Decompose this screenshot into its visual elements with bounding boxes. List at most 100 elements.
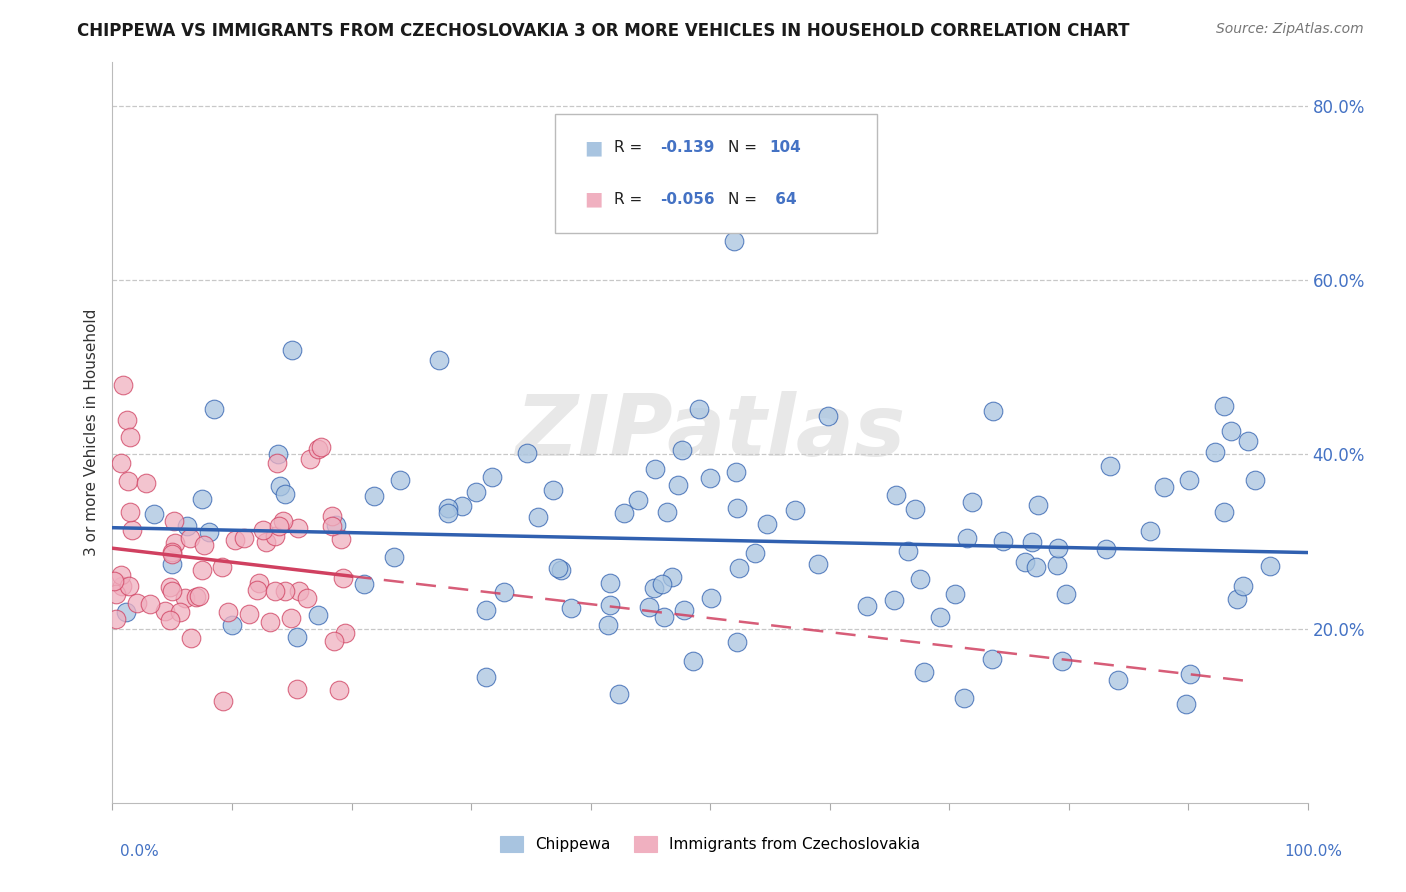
Point: [638, 599, 661, 614]
Point: [516, 445, 538, 459]
Point: [169, 605, 191, 619]
Point: [599, 576, 621, 591]
Point: [1014, 555, 1036, 569]
Text: CHIPPEWA VS IMMIGRANTS FROM CZECHOSLOVAKIA 3 OR MORE VEHICLES IN HOUSEHOLD CORRE: CHIPPEWA VS IMMIGRANTS FROM CZECHOSLOVAK…: [77, 22, 1130, 40]
Point: [127, 596, 149, 610]
Point: [475, 602, 498, 616]
Point: [159, 613, 181, 627]
Point: [652, 609, 675, 624]
Point: [727, 635, 749, 649]
Point: [1050, 653, 1073, 667]
Point: [481, 470, 503, 484]
Point: [163, 514, 186, 528]
Point: [725, 465, 748, 479]
Point: [666, 478, 689, 492]
Point: [547, 561, 569, 575]
Point: [281, 343, 304, 357]
Point: [211, 693, 233, 707]
Point: [1178, 473, 1201, 487]
Point: [252, 524, 274, 538]
Point: [1098, 458, 1121, 473]
Point: [884, 488, 907, 502]
Point: [160, 547, 183, 561]
Point: [211, 560, 233, 574]
Point: [180, 631, 202, 645]
Text: Source: ZipAtlas.com: Source: ZipAtlas.com: [1216, 22, 1364, 37]
Point: [112, 377, 135, 392]
Point: [651, 577, 673, 591]
Point: [388, 474, 411, 488]
Point: [264, 584, 287, 599]
Point: [1237, 434, 1260, 449]
Point: [627, 493, 650, 508]
Point: [904, 502, 927, 516]
Point: [981, 404, 1004, 418]
Point: [285, 630, 308, 644]
Point: [475, 670, 498, 684]
Point: [121, 523, 143, 537]
Text: 104: 104: [770, 140, 801, 155]
Point: [322, 633, 344, 648]
Point: [274, 583, 297, 598]
Point: [993, 534, 1015, 549]
Point: [1175, 698, 1198, 712]
Point: [238, 607, 260, 621]
Point: [274, 486, 297, 500]
Point: [644, 461, 666, 475]
Point: [1153, 480, 1175, 494]
Point: [160, 557, 183, 571]
Text: 0.0%: 0.0%: [120, 845, 159, 859]
Text: N =: N =: [728, 140, 762, 155]
Text: R =: R =: [614, 192, 648, 207]
Point: [817, 409, 839, 424]
Point: [1204, 445, 1226, 459]
Point: [436, 501, 458, 516]
Point: [311, 440, 333, 454]
Text: ■: ■: [585, 190, 603, 209]
Text: 100.0%: 100.0%: [1285, 845, 1343, 859]
Point: [672, 603, 695, 617]
Point: [247, 576, 270, 591]
Point: [307, 607, 329, 622]
Text: ZIPatlas: ZIPatlas: [515, 391, 905, 475]
Point: [527, 510, 550, 524]
Point: [1213, 505, 1236, 519]
Point: [254, 534, 277, 549]
Point: [162, 584, 184, 599]
Point: [267, 447, 290, 461]
Point: [1025, 560, 1047, 574]
Point: [287, 521, 309, 535]
Point: [363, 489, 385, 503]
Point: [104, 612, 127, 626]
Point: [550, 564, 572, 578]
Point: [221, 618, 243, 632]
Point: [599, 598, 621, 612]
Point: [173, 591, 195, 605]
Point: [271, 514, 294, 528]
Point: [1107, 673, 1129, 688]
Point: [187, 589, 209, 603]
Text: N =: N =: [728, 192, 762, 207]
Point: [110, 456, 132, 470]
Legend: Chippewa, Immigrants from Czechoslovakia: Chippewa, Immigrants from Czechoslovakia: [494, 830, 927, 858]
Point: [956, 531, 979, 545]
Point: [202, 402, 225, 417]
Point: [382, 549, 405, 564]
Point: [1220, 424, 1243, 438]
Point: [607, 687, 630, 701]
Point: [727, 560, 749, 574]
Point: [217, 605, 239, 619]
Point: [191, 563, 214, 577]
Point: [783, 503, 806, 517]
Point: [325, 518, 347, 533]
Point: [176, 519, 198, 533]
Point: [115, 605, 138, 619]
Point: [643, 581, 665, 595]
Point: [159, 581, 181, 595]
Text: -0.056: -0.056: [659, 192, 714, 207]
Point: [682, 654, 704, 668]
Point: [142, 507, 165, 521]
Point: [1094, 542, 1116, 557]
Point: [139, 597, 162, 611]
Point: [598, 618, 620, 632]
